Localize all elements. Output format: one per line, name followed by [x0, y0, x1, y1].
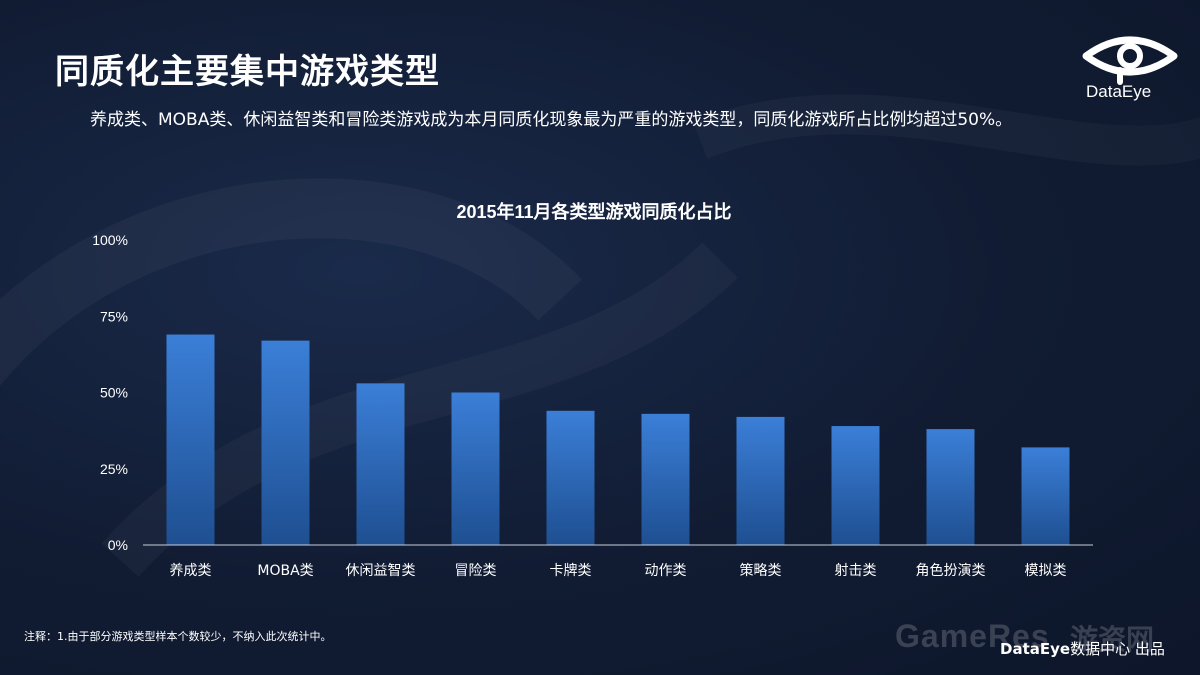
x-tick-label: 卡牌类 [550, 562, 592, 579]
y-tick-label: 50% [100, 385, 128, 401]
bar [831, 426, 880, 545]
dataeye-eye-icon [1082, 36, 1178, 85]
x-tick-label: 策略类 [740, 562, 782, 579]
chart-title: 2015年11月各类型游戏同质化占比 [456, 202, 732, 222]
y-tick-label: 25% [100, 461, 128, 477]
y-tick-label: 75% [100, 308, 128, 324]
page-subtitle: 养成类、MOBA类、休闲益智类和冒险类游戏成为本月同质化现象最为严重的游戏类型，… [90, 110, 1013, 130]
x-tick-label: 角色扮演类 [916, 562, 986, 579]
x-tick-label: 动作类 [645, 563, 687, 579]
y-tick-label: 100% [92, 232, 128, 248]
x-tick-label: 射击类 [835, 563, 877, 579]
bar [546, 410, 595, 545]
logo-text: DataEye [1086, 82, 1152, 101]
watermark-text: GameRes [895, 618, 1050, 654]
bar [166, 334, 215, 545]
x-tick-label: 模拟类 [1025, 563, 1067, 579]
x-tick-label: 冒险类 [455, 563, 497, 579]
bar [1021, 447, 1070, 545]
page-title: 同质化主要集中游戏类型 [55, 52, 440, 92]
bar [641, 413, 690, 545]
credit-line: DataEye数据中心 出品 [1000, 638, 1165, 659]
x-tick-label: 休闲益智类 [346, 563, 416, 579]
watermark-cn-text: 游资网 [1070, 623, 1155, 656]
bar [261, 340, 310, 545]
bar [736, 416, 785, 545]
y-tick-label: 0% [108, 537, 128, 553]
bar [356, 383, 405, 545]
footnote: 注释：1.由于部分游戏类型样本个数较少，不纳入此次统计中。 [24, 630, 332, 643]
bar [926, 429, 975, 545]
x-tick-label: 养成类 [170, 563, 212, 579]
credit-suffix: 数据中心 出品 [1070, 640, 1165, 658]
bar [451, 392, 500, 545]
credit-brand: DataEye [1000, 640, 1071, 658]
x-tick-label: MOBA类 [257, 563, 313, 579]
